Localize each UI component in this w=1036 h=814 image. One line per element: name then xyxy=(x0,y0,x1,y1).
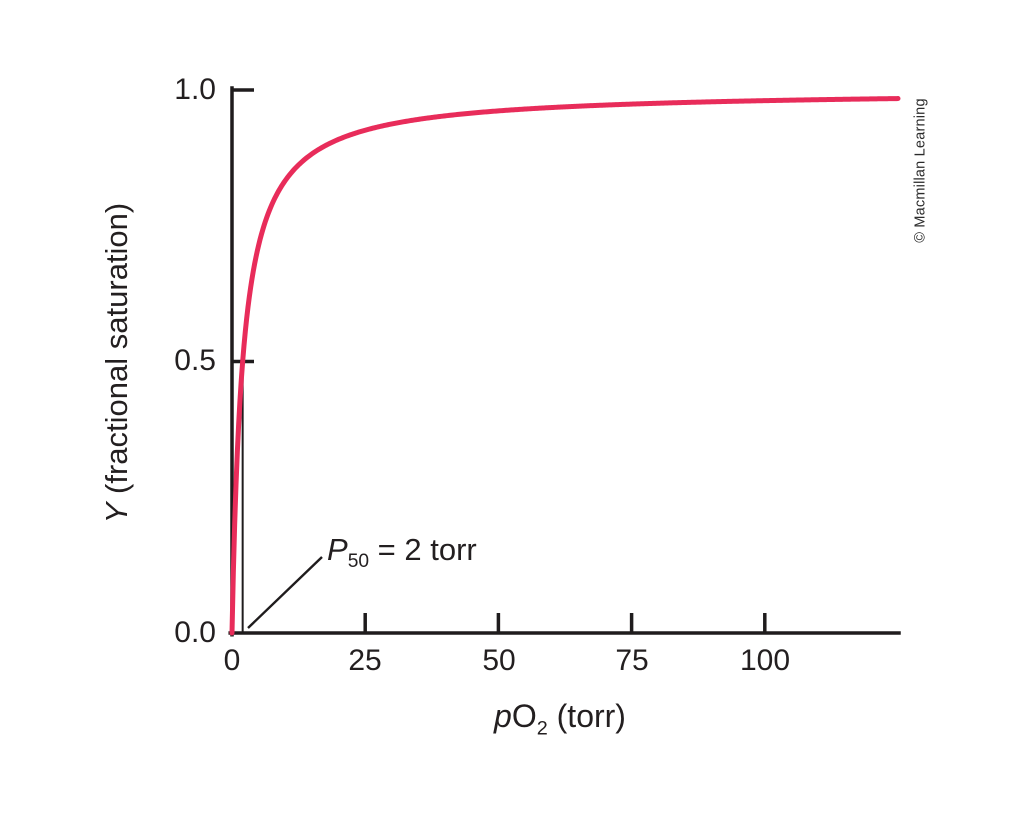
x-tick-label-0: 0 xyxy=(223,644,241,677)
y-axis-label: Y (fractional saturation) xyxy=(99,113,135,613)
saturation-curve xyxy=(229,96,901,636)
x-axis-label-p: p xyxy=(494,698,512,734)
y-tick-marks xyxy=(232,88,254,364)
x-axis-label-unit: (torr) xyxy=(547,698,626,734)
p50-subscript: 50 xyxy=(347,551,370,573)
x-tick-label-25: 25 xyxy=(348,644,382,677)
x-tick-label-100: 100 xyxy=(739,644,791,677)
x-axis-label: pO2 (torr) xyxy=(494,698,626,738)
copyright-notice: © Macmillan Learning xyxy=(912,98,929,243)
p50-annotation: P50 = 2 torr xyxy=(327,532,477,571)
annotation-pointer-line xyxy=(247,556,323,629)
x-axis-label-sub: 2 xyxy=(536,717,548,740)
y-tick-label-0.5: 0.5 xyxy=(174,344,216,377)
y-axis-label-symbol: Y xyxy=(99,502,134,524)
y-tick-label-0.0: 0.0 xyxy=(174,616,216,649)
y-tick-label-1.0: 1.0 xyxy=(174,73,216,106)
y-axis-label-rest: (fractional saturation) xyxy=(99,202,134,503)
x-tick-marks xyxy=(363,613,767,633)
p50-symbol: P xyxy=(327,532,348,567)
x-axis-label-o: O xyxy=(511,698,537,734)
x-tick-label-75: 75 xyxy=(615,644,649,677)
x-tick-label-50: 50 xyxy=(482,644,516,677)
p50-value-text: = 2 torr xyxy=(369,532,477,567)
